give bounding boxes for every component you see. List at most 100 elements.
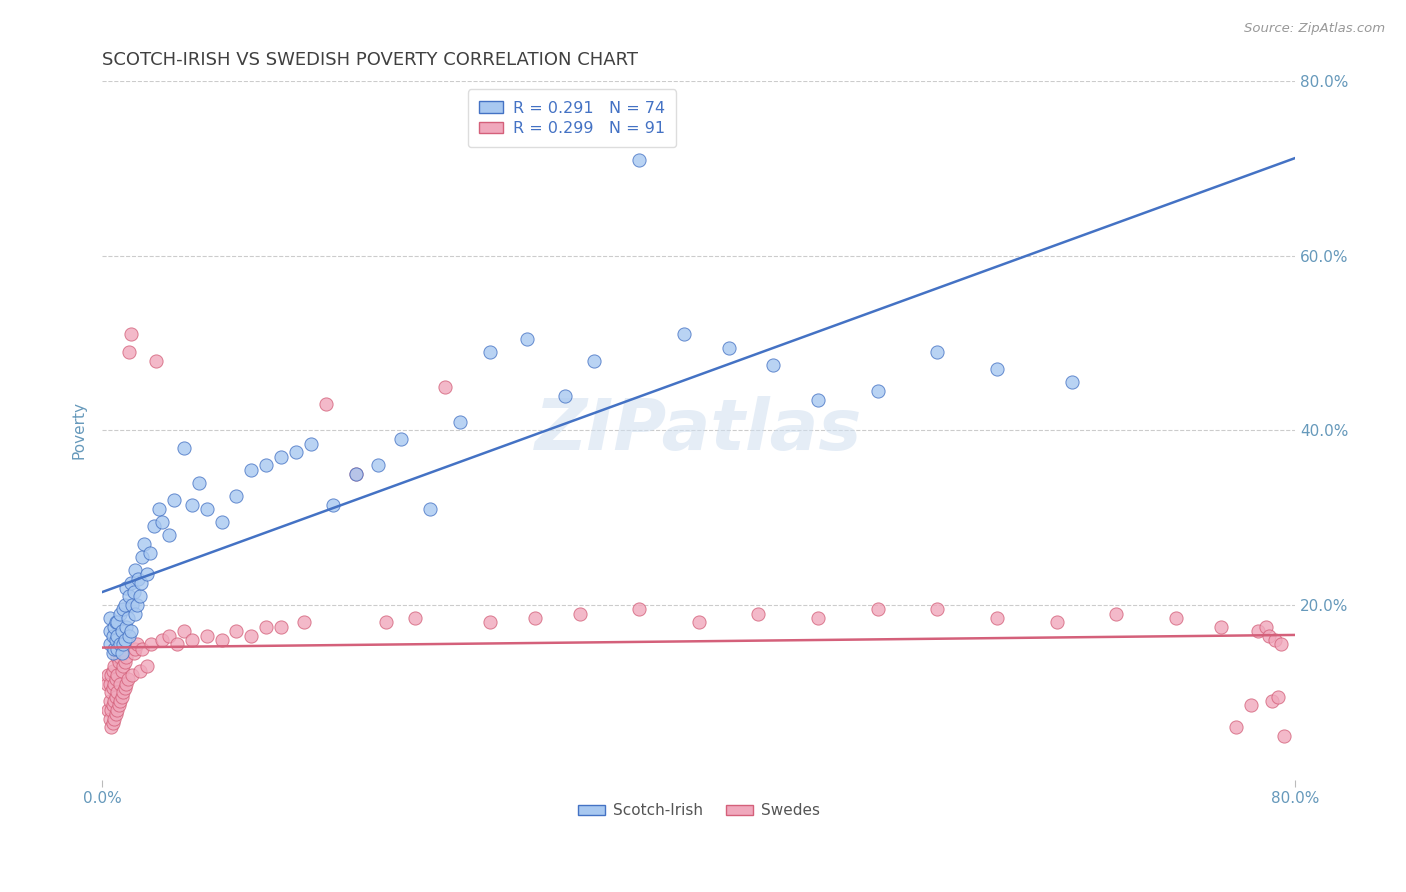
Point <box>211 515 233 529</box>
Point <box>1240 698 1263 713</box>
Point <box>100 685 122 699</box>
Point <box>98 676 121 690</box>
Point <box>927 602 949 616</box>
Point <box>1254 620 1277 634</box>
Point <box>107 655 129 669</box>
Point <box>628 153 651 167</box>
Point <box>1209 620 1232 634</box>
Point <box>122 585 145 599</box>
Point <box>97 668 120 682</box>
Point <box>101 715 124 730</box>
Point <box>105 668 128 682</box>
Point <box>986 611 1008 625</box>
Point <box>101 629 124 643</box>
Point <box>128 590 150 604</box>
Point <box>344 467 367 482</box>
Point <box>145 353 167 368</box>
Point <box>554 388 576 402</box>
Point <box>1267 690 1289 704</box>
Point <box>120 576 142 591</box>
Point <box>807 392 830 407</box>
Y-axis label: Poverty: Poverty <box>72 401 86 459</box>
Point <box>120 327 142 342</box>
Point <box>110 664 132 678</box>
Point <box>98 624 121 639</box>
Point <box>110 646 132 660</box>
Point <box>141 637 163 651</box>
Point <box>104 615 127 630</box>
Point <box>121 668 143 682</box>
Point <box>927 345 949 359</box>
Point <box>100 703 122 717</box>
Point <box>166 637 188 651</box>
Point <box>449 415 471 429</box>
Point <box>98 637 121 651</box>
Point <box>254 458 277 473</box>
Point <box>114 632 136 647</box>
Point <box>101 664 124 678</box>
Point <box>115 650 138 665</box>
Point <box>120 624 142 639</box>
Point <box>173 441 195 455</box>
Point <box>114 598 136 612</box>
Point <box>434 380 457 394</box>
Point <box>104 707 127 722</box>
Point <box>108 650 131 665</box>
Point <box>112 637 135 651</box>
Point <box>1046 615 1069 630</box>
Point <box>270 450 292 464</box>
Point <box>114 681 136 695</box>
Point <box>112 659 135 673</box>
Point <box>150 515 173 529</box>
Point <box>129 576 152 591</box>
Point <box>986 362 1008 376</box>
Point <box>101 681 124 695</box>
Point <box>96 676 118 690</box>
Point <box>195 502 218 516</box>
Point <box>97 703 120 717</box>
Point <box>125 598 148 612</box>
Point <box>344 467 367 482</box>
Point <box>105 650 128 665</box>
Point <box>100 668 122 682</box>
Point <box>103 712 125 726</box>
Point <box>173 624 195 639</box>
Point <box>131 549 153 564</box>
Point <box>225 489 247 503</box>
Point <box>1260 694 1282 708</box>
Point <box>568 607 591 621</box>
Point <box>127 572 149 586</box>
Point <box>128 664 150 678</box>
Point <box>163 493 186 508</box>
Point <box>115 581 138 595</box>
Point <box>292 615 315 630</box>
Point <box>866 384 889 399</box>
Point <box>717 341 740 355</box>
Point <box>254 620 277 634</box>
Point <box>479 345 502 359</box>
Point <box>285 445 308 459</box>
Point <box>125 637 148 651</box>
Point <box>104 690 127 704</box>
Point <box>105 615 128 630</box>
Point <box>322 498 344 512</box>
Point <box>103 659 125 673</box>
Point <box>1105 607 1128 621</box>
Point <box>148 502 170 516</box>
Point <box>122 646 145 660</box>
Point <box>150 632 173 647</box>
Point <box>583 353 606 368</box>
Point <box>105 685 128 699</box>
Text: Source: ZipAtlas.com: Source: ZipAtlas.com <box>1244 22 1385 36</box>
Point <box>112 602 135 616</box>
Point <box>1060 376 1083 390</box>
Point <box>762 358 785 372</box>
Point <box>104 632 127 647</box>
Point <box>101 646 124 660</box>
Point <box>299 436 322 450</box>
Point <box>195 629 218 643</box>
Point <box>240 463 263 477</box>
Point <box>118 590 141 604</box>
Point <box>104 672 127 686</box>
Point <box>105 641 128 656</box>
